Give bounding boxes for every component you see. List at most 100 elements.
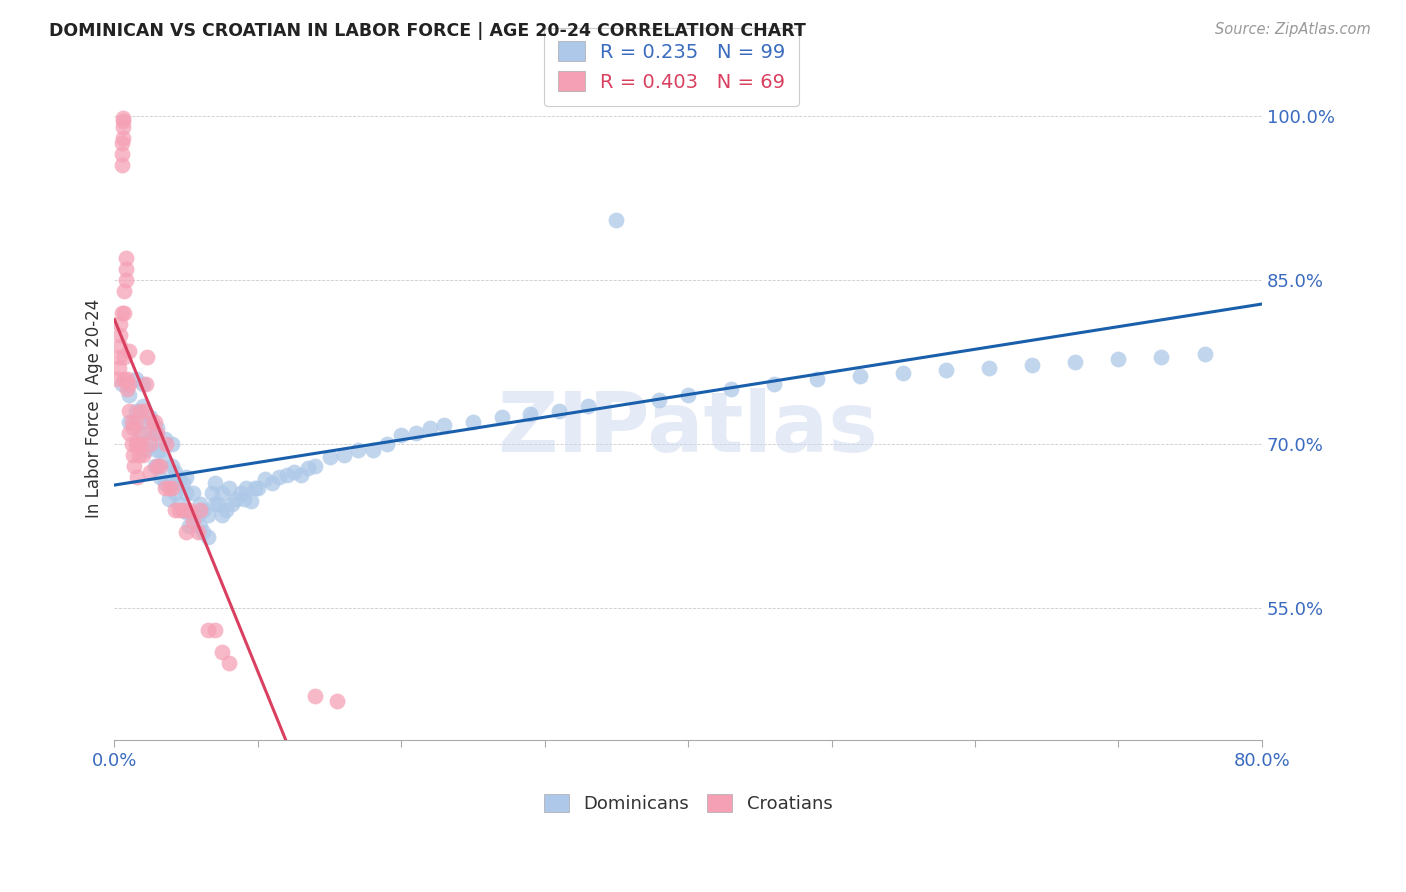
Text: DOMINICAN VS CROATIAN IN LABOR FORCE | AGE 20-24 CORRELATION CHART: DOMINICAN VS CROATIAN IN LABOR FORCE | A… <box>49 22 806 40</box>
Point <box>121 415 143 429</box>
Point <box>235 481 257 495</box>
Point <box>276 467 298 482</box>
Point <box>246 481 269 495</box>
Point <box>167 472 190 486</box>
Point <box>243 481 266 495</box>
Point <box>125 371 148 385</box>
Point <box>132 415 155 429</box>
Point <box>389 428 412 442</box>
Point <box>1279 109 1302 123</box>
Point <box>253 472 276 486</box>
Point <box>290 467 312 482</box>
Point <box>117 371 139 385</box>
Point <box>167 497 190 511</box>
Point <box>149 470 172 484</box>
Point <box>419 421 441 435</box>
Point <box>115 251 138 265</box>
Point <box>129 404 152 418</box>
Point <box>132 376 155 391</box>
Point <box>197 508 219 523</box>
Point <box>146 459 169 474</box>
Point <box>207 497 229 511</box>
Point <box>229 486 252 500</box>
Point <box>143 415 166 429</box>
Point <box>167 503 190 517</box>
Point <box>118 426 141 441</box>
Point <box>215 503 238 517</box>
Point <box>172 475 194 490</box>
Point <box>111 111 134 125</box>
Point <box>262 475 284 490</box>
Point <box>491 409 513 424</box>
Point <box>172 503 194 517</box>
Point <box>347 442 370 457</box>
Point <box>720 383 742 397</box>
Point <box>110 376 132 391</box>
Point <box>461 415 484 429</box>
Point <box>576 399 599 413</box>
Point <box>1064 355 1087 369</box>
Point <box>181 508 204 523</box>
Point <box>134 404 156 418</box>
Point <box>269 470 291 484</box>
Point <box>177 519 200 533</box>
Point <box>304 459 326 474</box>
Point <box>149 459 172 474</box>
Point <box>648 393 671 408</box>
Point <box>129 437 152 451</box>
Point <box>204 497 226 511</box>
Point <box>115 262 138 277</box>
Point <box>177 503 200 517</box>
Point <box>127 470 149 484</box>
Point <box>204 475 226 490</box>
Point <box>108 339 131 353</box>
Point <box>107 350 129 364</box>
Point <box>139 432 162 446</box>
Point <box>118 415 141 429</box>
Point <box>405 426 427 441</box>
Point <box>135 442 157 457</box>
Point <box>122 421 145 435</box>
Point <box>153 481 176 495</box>
Point <box>1021 359 1043 373</box>
Point <box>197 530 219 544</box>
Point <box>806 371 828 385</box>
Point <box>193 503 215 517</box>
Y-axis label: In Labor Force | Age 20-24: In Labor Force | Age 20-24 <box>86 299 103 518</box>
Point <box>197 624 219 638</box>
Point <box>190 497 212 511</box>
Point <box>125 404 148 418</box>
Point <box>174 470 197 484</box>
Point <box>174 486 197 500</box>
Point <box>211 508 233 523</box>
Point <box>107 360 129 375</box>
Point <box>211 486 233 500</box>
Point <box>174 524 197 539</box>
Point <box>114 284 136 298</box>
Point <box>935 363 957 377</box>
Point <box>108 327 131 342</box>
Point <box>108 317 131 331</box>
Point <box>110 306 132 320</box>
Point <box>118 388 141 402</box>
Point <box>132 448 155 462</box>
Point <box>211 645 233 659</box>
Point <box>146 421 169 435</box>
Point <box>129 426 152 441</box>
Point <box>160 437 183 451</box>
Point <box>1194 347 1216 361</box>
Point <box>190 503 212 517</box>
Point <box>118 344 141 359</box>
Point <box>849 369 872 384</box>
Point <box>160 459 183 474</box>
Point <box>163 486 186 500</box>
Point <box>174 505 197 519</box>
Point <box>187 524 209 539</box>
Point <box>128 448 150 462</box>
Point <box>132 399 155 413</box>
Point <box>548 404 571 418</box>
Point <box>122 448 145 462</box>
Point <box>221 497 243 511</box>
Point <box>1107 351 1129 366</box>
Point <box>111 130 134 145</box>
